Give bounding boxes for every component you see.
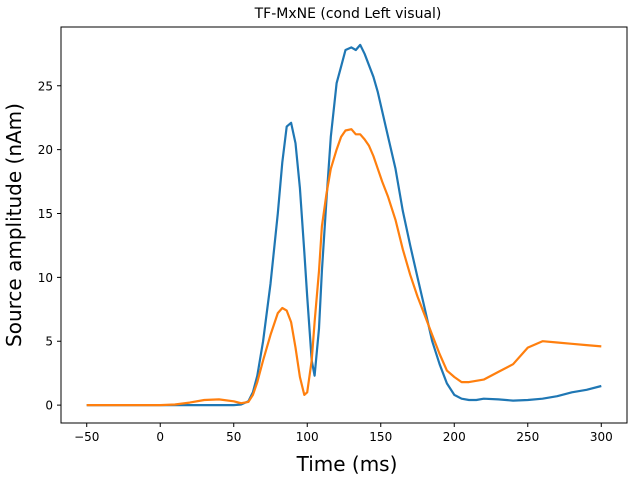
x-axis-ticks: −50 0 50 100 150 200 250 300 xyxy=(74,423,613,444)
y-tick-label: 15 xyxy=(38,207,53,221)
plot-lines xyxy=(86,43,602,407)
y-tick-label: 10 xyxy=(38,271,53,285)
y-tick-label: 0 xyxy=(45,399,53,413)
x-tick-label: 100 xyxy=(296,430,319,444)
y-tick-label: 25 xyxy=(38,79,53,93)
x-tick-label: 250 xyxy=(516,430,539,444)
plot-frame xyxy=(60,26,628,424)
x-tick-label: 150 xyxy=(369,430,392,444)
chart-title: TF-MxNE (cond Left visual) xyxy=(254,6,442,22)
series-line-1 xyxy=(86,43,602,407)
x-tick-label: 0 xyxy=(156,430,164,444)
y-tick-label: 5 xyxy=(45,335,53,349)
x-tick-label: 200 xyxy=(443,430,466,444)
x-tick-label: −50 xyxy=(74,430,99,444)
y-tick-label: 20 xyxy=(38,143,53,157)
y-axis-ticks: 0 5 10 15 20 25 xyxy=(38,79,61,413)
series-line-2 xyxy=(86,128,602,407)
x-tick-label: 50 xyxy=(226,430,241,444)
y-axis-label: Source amplitude (nAm) xyxy=(2,103,26,347)
x-tick-label: 300 xyxy=(590,430,613,444)
x-axis-label: Time (ms) xyxy=(296,452,398,476)
